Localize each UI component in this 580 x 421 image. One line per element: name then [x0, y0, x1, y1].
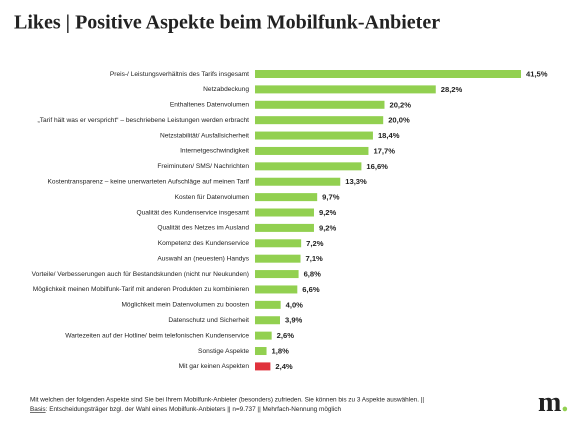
- bar: [255, 347, 267, 356]
- category-label: Enthaltenes Datenvolumen: [170, 102, 250, 109]
- value-label: 20,0%: [388, 116, 410, 125]
- value-label: 4,0%: [286, 300, 304, 309]
- value-label: 2,4%: [275, 362, 293, 371]
- chart-title: Likes | Positive Aspekte beim Mobilfunk-…: [14, 12, 440, 34]
- value-label: 13,3%: [345, 177, 367, 186]
- bar: [255, 300, 281, 309]
- bar: [255, 70, 522, 78]
- category-label: Freiminuten/ SMS/ Nachrichten: [157, 163, 249, 170]
- category-label: Preis-/ Leistungsverhältnis des Tarifs i…: [110, 71, 249, 78]
- value-label: 28,2%: [441, 85, 463, 94]
- category-label: Auswahl an (neuesten) Handys: [157, 255, 249, 262]
- bar: [255, 331, 272, 340]
- category-label: „Tarif hält was er verspricht“ – beschri…: [38, 117, 250, 124]
- category-label: Datenschutz und Sicherheit: [168, 317, 249, 324]
- value-label: 9,7%: [322, 193, 340, 202]
- category-label: Netzstabilität/ Ausfallsicherheit: [160, 132, 249, 139]
- category-label: Kosten für Datenvolumen: [175, 194, 250, 201]
- value-label: 17,7%: [373, 146, 395, 155]
- footnote-question: Mit welchen der folgenden Aspekte sind S…: [30, 397, 424, 404]
- bar: [255, 223, 314, 232]
- bar: [255, 100, 385, 109]
- bar: [255, 254, 301, 263]
- category-label: Netzabdeckung: [203, 86, 249, 93]
- category-label: Möglichkeit mein Datenvolumen zu boosten: [121, 302, 249, 309]
- bar: [255, 362, 271, 371]
- category-label: Mit gar keinen Aspekten: [179, 363, 250, 370]
- value-label: 7,2%: [306, 239, 324, 248]
- category-label: Möglichkeit meinen Mobilfunk-Tarif mit a…: [33, 286, 250, 293]
- category-label: Kostentransparenz – keine unerwarteten A…: [48, 178, 250, 185]
- category-label: Internetgeschwindigkeit: [180, 148, 249, 155]
- logo-letter: m: [538, 387, 561, 418]
- bar: [255, 177, 341, 186]
- bar: [255, 162, 362, 171]
- value-label: 1,8%: [272, 347, 290, 356]
- value-label: 20,2%: [389, 100, 411, 109]
- value-label: 41,5%: [526, 70, 548, 79]
- footnote-basis: Basis: Entscheidungsträger bzgl. der Wah…: [30, 406, 341, 413]
- value-label: 3,9%: [285, 316, 303, 325]
- category-label: Sonstige Aspekte: [198, 348, 249, 355]
- bar: [255, 270, 299, 279]
- value-label: 9,2%: [319, 208, 337, 217]
- bar: [255, 285, 298, 294]
- category-label: Vorteile/ Verbesserungen auch für Bestan…: [32, 271, 249, 278]
- bar: [255, 239, 302, 248]
- bar: [255, 85, 436, 94]
- bar: [255, 116, 384, 125]
- category-label: Kompetenz des Kundenservice: [158, 240, 250, 247]
- bar: [255, 193, 318, 202]
- category-label: Qualität des Netzes im Ausland: [157, 225, 249, 232]
- basis-text: : Entscheidungsträger bzgl. der Wahl ein…: [46, 406, 342, 413]
- bar: [255, 208, 314, 217]
- value-label: 9,2%: [319, 223, 337, 232]
- bar: [255, 316, 280, 325]
- value-label: 6,6%: [302, 285, 320, 294]
- value-label: 7,1%: [306, 254, 324, 263]
- value-label: 6,8%: [304, 270, 322, 279]
- bar: [255, 131, 373, 140]
- category-label: Wartezeiten auf der Hotline/ beim telefo…: [65, 332, 249, 339]
- basis-label: Basis: [30, 406, 46, 413]
- category-label: Qualität des Kundenservice insgesamt: [136, 209, 249, 216]
- logo-dot: .: [561, 387, 568, 418]
- logo: m.: [538, 387, 568, 418]
- value-label: 2,6%: [277, 331, 295, 340]
- bar: [255, 146, 369, 155]
- value-label: 18,4%: [378, 131, 400, 140]
- value-label: 16,6%: [366, 162, 388, 171]
